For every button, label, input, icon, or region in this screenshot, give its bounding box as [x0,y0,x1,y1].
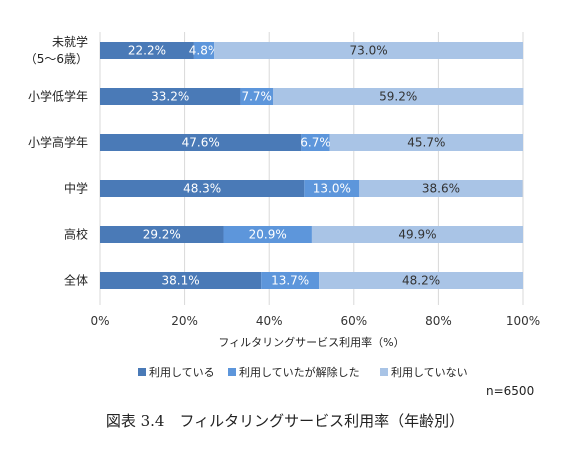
bar-segment [319,272,523,289]
sample-size-note: n=6500 [486,384,535,398]
category-label: 高校 [64,227,88,242]
data-label: 45.7% [407,136,445,150]
bar-segment [100,272,262,289]
data-label: 22.2% [128,44,166,58]
category-label: 小学低学年 [28,89,88,104]
bar-segment [100,134,302,151]
data-label: 48.2% [402,274,440,288]
bar-segment [301,134,330,151]
category-label: （5〜6歳） [25,52,88,66]
data-label: 59.2% [379,90,417,104]
x-tick-label: 0% [90,314,109,328]
x-axis-title: フィルタリングサービス利用率（%） [218,335,404,349]
x-tick-label: 80% [425,314,452,328]
bar-segment [100,42,194,59]
category-label: 小学高学年 [28,135,88,150]
bar-segment [240,88,274,105]
data-label: 4.8% [189,44,220,58]
data-label: 7.7% [241,90,272,104]
bar-segment [223,226,312,243]
data-label: 13.0% [313,182,351,196]
data-label: 38.1% [162,274,200,288]
bar-segment [100,180,305,197]
data-label: 20.9% [249,228,287,242]
data-label: 73.0% [350,44,388,58]
bar-segment [261,272,320,289]
data-label: 29.2% [143,228,181,242]
legend-swatch [380,368,388,376]
x-tick-label: 100% [506,314,540,328]
bar-segment [273,88,524,105]
category-label: 未就学 [52,34,88,49]
data-label: 6.7% [300,136,331,150]
bar-segment [100,88,241,105]
data-label: 49.9% [398,228,436,242]
legend-label: 利用していない [391,366,468,379]
data-label: 33.2% [151,90,189,104]
data-label: 48.3% [183,182,221,196]
bar-segment [329,134,523,151]
data-label: 38.6% [422,182,460,196]
bar-segment [193,42,215,59]
legend-swatch [138,368,146,376]
bar-segment [304,180,360,197]
category-label: 中学 [64,181,88,196]
x-tick-label: 60% [340,314,367,328]
data-label: 47.6% [182,136,220,150]
legend-swatch [228,368,236,376]
x-tick-label: 20% [171,314,198,328]
figure-caption: 図表 3.4 フィルタリングサービス利用率（年齢別） [105,412,465,430]
bar-segment [359,180,523,197]
data-label: 13.7% [271,274,309,288]
legend-label: 利用している [149,366,215,379]
category-label: 全体 [64,273,88,288]
bar-segment [311,226,523,243]
bar-segment [100,226,224,243]
bar-segment [214,42,523,59]
x-tick-label: 40% [256,314,283,328]
legend-label: 利用していたが解除した [239,365,360,379]
